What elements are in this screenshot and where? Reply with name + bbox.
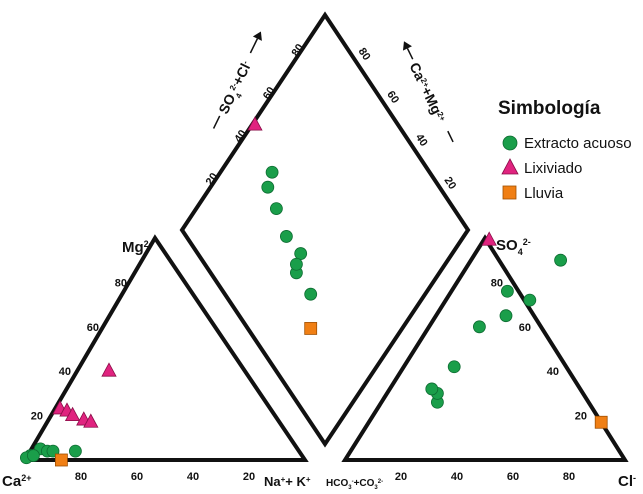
- cation-bottom-tick: 20: [243, 471, 255, 483]
- lixiviado-point: [83, 413, 99, 428]
- lluvia-point: [55, 453, 68, 467]
- central-diamond: [179, 11, 471, 448]
- sodium-potassium-label: Na++ K+: [264, 474, 311, 489]
- bicarbonate-carbonate-label: HCO3-+CO32-: [326, 478, 383, 491]
- cation-left-tick: 40: [59, 366, 71, 378]
- extracto-acuoso-point: [69, 444, 82, 458]
- data-markers: [19, 116, 608, 467]
- lixiviado-point: [101, 362, 117, 377]
- extracto-acuoso-point: [425, 382, 439, 396]
- cation-left-tick: 60: [87, 322, 99, 334]
- chloride-label: Cl-: [618, 473, 636, 490]
- anion-bottom-tick: 20: [395, 471, 407, 483]
- anion-triangle: [341, 234, 629, 462]
- extracto-acuoso-point: [289, 257, 303, 271]
- diagram-frames: [21, 11, 629, 462]
- calcium-magnesium-axis: Ca2++Mg2+: [402, 41, 454, 143]
- lixiviado-point: [247, 116, 263, 131]
- extracto-acuoso-point: [472, 320, 486, 334]
- magnesium-label: Mg2+: [122, 239, 154, 256]
- diamond-left-tick: 80: [290, 42, 307, 59]
- legend-circle-icon: [502, 135, 518, 151]
- diamond-left-tick: 40: [232, 128, 249, 145]
- sulfate-chloride-label: SO42-+Cl-: [215, 58, 258, 118]
- anion-bottom-tick: 80: [563, 471, 575, 483]
- anion-bottom-tick: 60: [507, 471, 519, 483]
- cation-left-tick: 80: [115, 277, 127, 289]
- axis-dash: [447, 130, 454, 143]
- extracto-acuoso-point: [447, 360, 461, 374]
- diamond-right-tick: 80: [356, 46, 373, 63]
- cation-triangle: [21, 234, 309, 462]
- legend-square-icon: [502, 185, 517, 200]
- arrow-head-icon: [402, 41, 412, 51]
- diamond-right-tick: 60: [384, 89, 401, 106]
- legend-title: Simbología: [498, 98, 601, 119]
- axis-arrow-shaft: [249, 38, 259, 54]
- cation-bottom-tick: 60: [131, 471, 143, 483]
- sulfate-label: SO42-: [496, 237, 531, 257]
- anion-right-tick: 20: [575, 411, 587, 423]
- anion-right-tick: 60: [519, 322, 531, 334]
- anion-right-tick: 40: [547, 366, 559, 378]
- extracto-acuoso-point: [261, 180, 275, 194]
- sulfate-chloride-axis: SO42-+Cl-: [212, 31, 262, 129]
- legend: Simbología Extracto acuoso Lixiviado Lluvia: [498, 98, 632, 202]
- extracto-acuoso-point: [269, 202, 283, 216]
- legend-entry-label: Extracto acuoso: [524, 135, 632, 152]
- diamond-right-tick: 20: [441, 175, 458, 192]
- diamond-left-tick: 60: [261, 85, 278, 102]
- extracto-acuoso-point: [304, 287, 318, 301]
- lluvia-point: [594, 415, 608, 429]
- arrow-head-icon: [252, 31, 262, 41]
- vertex-labels: Ca2+ Mg2+ Na++ K+ HCO3-+CO32- SO42- Cl- SO42-+…: [2, 31, 636, 491]
- lluvia-point: [304, 322, 318, 335]
- legend-triangle-icon: [501, 158, 519, 175]
- diamond-right-tick: 40: [413, 132, 430, 149]
- calcium-magnesium-label: Ca2++Mg2+: [406, 60, 449, 125]
- extracto-acuoso-point: [279, 230, 293, 243]
- cation-bottom-tick: 80: [75, 471, 87, 483]
- legend-entry-label: Lixiviado: [524, 160, 582, 177]
- lixiviado-point: [64, 406, 81, 422]
- diamond-left-tick: 20: [204, 171, 221, 188]
- extracto-acuoso-point: [294, 247, 308, 260]
- axis-arrow-shaft: [406, 48, 414, 60]
- extracto-acuoso-point: [499, 309, 513, 323]
- legend-entry-label: Lluvia: [524, 185, 564, 202]
- extracto-acuoso-point: [27, 449, 40, 462]
- extracto-acuoso-point: [523, 293, 537, 307]
- calcium-label: Ca2+: [2, 473, 31, 490]
- extracto-acuoso-point: [265, 165, 279, 179]
- extracto-acuoso-point: [500, 284, 514, 298]
- anion-bottom-tick: 40: [451, 471, 463, 483]
- tick-labels: 80 60 40 20 20 40 60 80 20 40 60 80 80 60 40 20 20 40 60 80…: [31, 42, 587, 483]
- lixiviado-point: [481, 231, 497, 246]
- cation-left-tick: 20: [31, 411, 43, 423]
- cation-bottom-tick: 40: [187, 471, 199, 483]
- anion-right-tick: 80: [491, 277, 503, 289]
- extracto-acuoso-point: [554, 253, 567, 267]
- axis-dash: [212, 115, 221, 129]
